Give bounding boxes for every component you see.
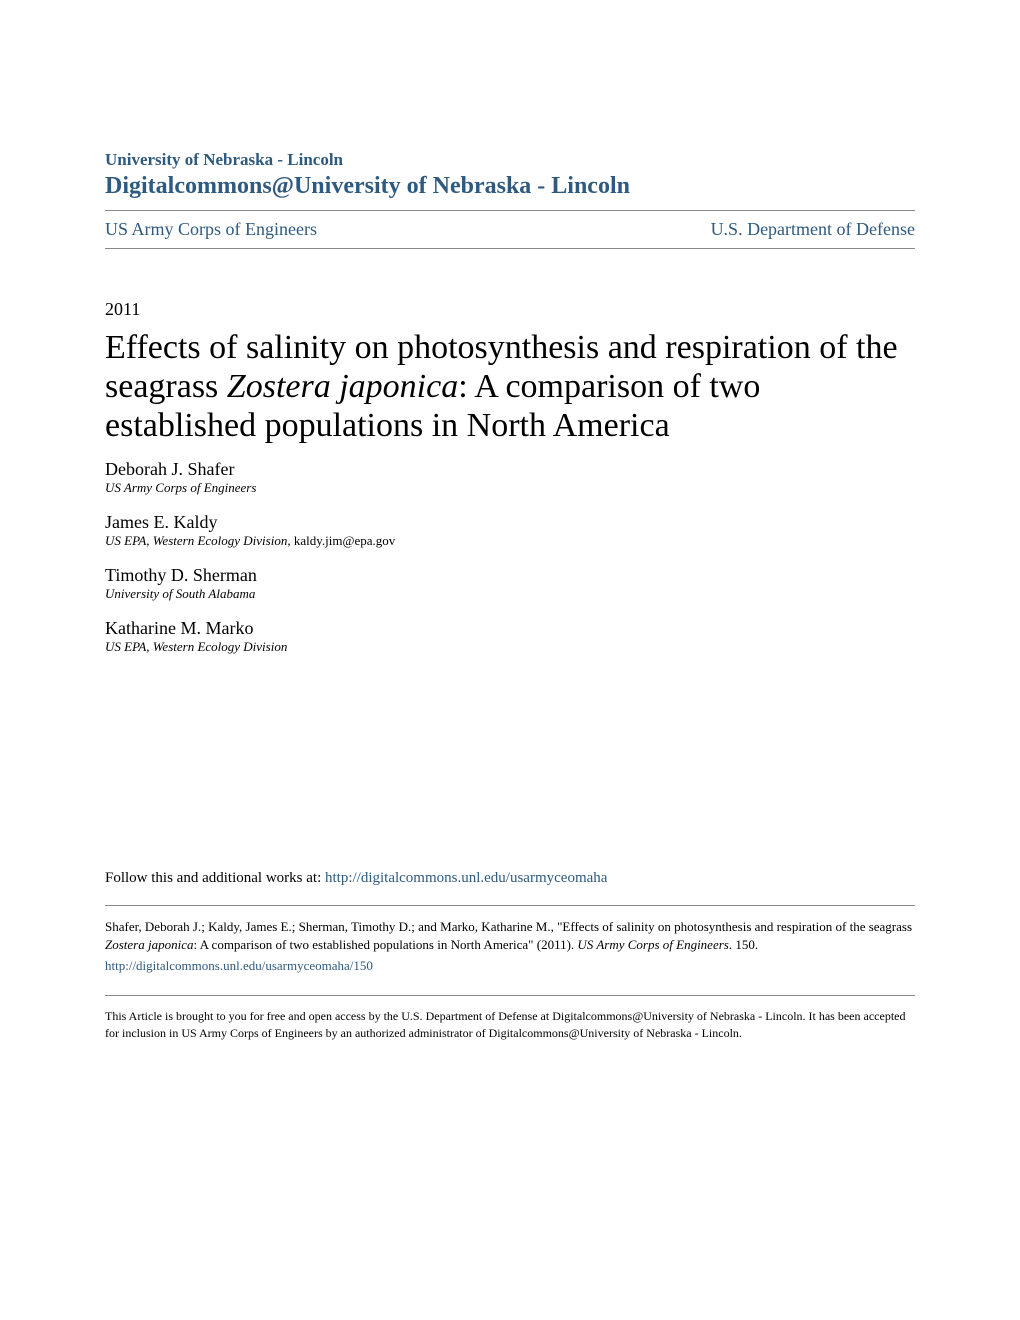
- author-block-2: James E. Kaldy US EPA, Western Ecology D…: [105, 512, 915, 549]
- author-block-4: Katharine M. Marko US EPA, Western Ecolo…: [105, 618, 915, 655]
- follow-label: Follow this and additional works at:: [105, 870, 325, 886]
- header-repository[interactable]: Digitalcommons@University of Nebraska - …: [105, 173, 915, 200]
- citation-divider: [105, 905, 915, 906]
- author-name[interactable]: Deborah J. Shafer: [105, 459, 915, 480]
- author-affiliation: US Army Corps of Engineers: [105, 480, 915, 496]
- article-title: Effects of salinity on photosynthesis an…: [105, 328, 915, 445]
- header-institution: University of Nebraska - Lincoln: [105, 150, 915, 170]
- header-left-link[interactable]: US Army Corps of Engineers: [105, 219, 317, 240]
- footer-text: This Article is brought to you for free …: [105, 1008, 915, 1042]
- header-links: US Army Corps of Engineers U.S. Departme…: [105, 219, 915, 240]
- follow-link[interactable]: http://digitalcommons.unl.edu/usarmyceom…: [325, 870, 607, 886]
- citation-italic1: Zostera japonica: [105, 937, 193, 952]
- citation-part1: Shafer, Deborah J.; Kaldy, James E.; She…: [105, 919, 912, 934]
- author-affiliation: US EPA, Western Ecology Division: [105, 639, 915, 655]
- author-block-1: Deborah J. Shafer US Army Corps of Engin…: [105, 459, 915, 496]
- header-divider-top: [105, 210, 915, 211]
- publication-year: 2011: [105, 299, 915, 320]
- citation-italic2: US Army Corps of Engineers: [577, 937, 728, 952]
- author-name[interactable]: Timothy D. Sherman: [105, 565, 915, 586]
- author-affiliation: University of South Alabama: [105, 586, 915, 602]
- follow-section: Follow this and additional works at: htt…: [105, 870, 915, 887]
- citation-part2: : A comparison of two established popula…: [193, 937, 577, 952]
- author-name[interactable]: James E. Kaldy: [105, 512, 915, 533]
- title-italic: Zostera japonica: [227, 368, 458, 405]
- citation-link[interactable]: http://digitalcommons.unl.edu/usarmyceom…: [105, 957, 915, 975]
- citation-part3: . 150.: [729, 937, 758, 952]
- author-block-3: Timothy D. Sherman University of South A…: [105, 565, 915, 602]
- header-right-link[interactable]: U.S. Department of Defense: [711, 219, 915, 240]
- citation: Shafer, Deborah J.; Kaldy, James E.; She…: [105, 918, 915, 975]
- author-affiliation: US EPA, Western Ecology Division, kaldy.…: [105, 533, 915, 549]
- author-name[interactable]: Katharine M. Marko: [105, 618, 915, 639]
- header-divider-bottom: [105, 248, 915, 249]
- footer-divider: [105, 995, 915, 996]
